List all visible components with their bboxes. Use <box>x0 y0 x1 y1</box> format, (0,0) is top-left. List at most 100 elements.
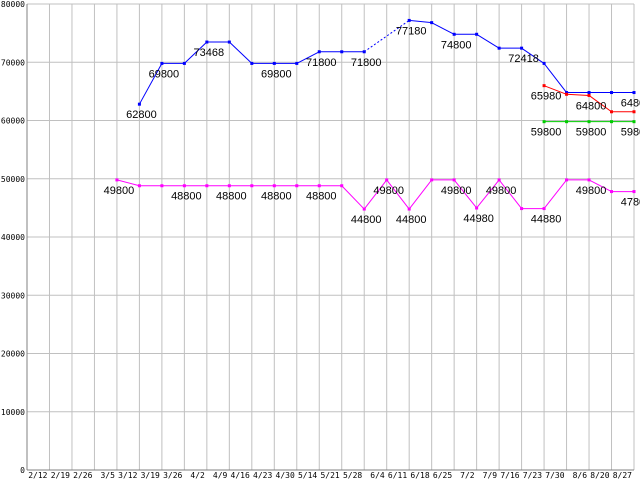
data-label: 44800 <box>351 214 382 226</box>
series-3-point <box>475 206 479 210</box>
series-3-point <box>430 178 434 182</box>
series-0-point <box>407 18 411 22</box>
data-label: 74800 <box>441 39 472 51</box>
series-3-point <box>272 184 276 188</box>
data-label: 69800 <box>149 68 180 80</box>
y-tick-label: 40000 <box>1 233 25 242</box>
series-0-point <box>475 32 479 36</box>
data-labels: 62800 69800 73468 69800 71800 71800 77180 74800… <box>104 25 640 226</box>
series-3-point <box>452 178 456 182</box>
series-3-point <box>250 184 254 188</box>
x-tick-label: 7/9 <box>483 471 498 480</box>
series-3-point <box>497 178 501 182</box>
series-0-segment <box>296 51 320 64</box>
y-tick-label: 10000 <box>1 408 25 417</box>
series-3-point <box>182 184 186 188</box>
series-3-point <box>317 184 321 188</box>
series-1-point <box>565 92 569 96</box>
series-2-point <box>632 120 636 124</box>
series-0-point <box>565 91 569 95</box>
series-3-point <box>340 184 344 188</box>
series-0-segment <box>476 33 500 49</box>
series-0-point <box>182 61 186 65</box>
x-tick-label: 5/14 <box>298 471 317 480</box>
series-0-point <box>430 21 434 25</box>
series-0-point <box>250 61 254 65</box>
x-tick-label: 3/26 <box>163 471 182 480</box>
series-lines <box>115 18 636 211</box>
x-tick-label: 5/28 <box>343 471 362 480</box>
data-label: 44800 <box>396 214 427 226</box>
series-3-segment <box>363 179 388 210</box>
axes <box>26 4 634 471</box>
series-1-point <box>542 84 546 88</box>
x-tick-label: 7/30 <box>545 471 564 480</box>
x-tick-label: 8/20 <box>590 471 609 480</box>
series-3-segment <box>341 185 365 210</box>
series-3-segment <box>408 179 433 210</box>
data-label: 59800 <box>576 127 607 139</box>
x-tick-label: 6/18 <box>410 471 429 480</box>
series-3-point <box>160 184 164 188</box>
series-1-segment <box>588 95 612 113</box>
series-0-segment <box>543 63 567 93</box>
data-label: 44880 <box>531 214 562 226</box>
series-0-point <box>497 46 501 50</box>
series-3-point <box>632 190 636 194</box>
data-label: 59800 <box>621 127 640 139</box>
x-tick-label: 8/27 <box>613 471 632 480</box>
series-0-point <box>227 40 231 44</box>
data-label: 48800 <box>261 191 292 203</box>
data-label: 71800 <box>306 57 337 69</box>
series-0-point <box>272 61 276 65</box>
x-tick-label: 4/9 <box>213 471 228 480</box>
series-0-point <box>295 61 299 65</box>
series-3-point <box>565 178 569 182</box>
data-label: 47800 <box>621 197 640 209</box>
series-2-point <box>542 120 546 124</box>
y-tick-label: 80000 <box>1 0 25 9</box>
x-axis-tick-labels: 2/12 2/19 2/26 3/5 3/12 3/19 3/26 4/2 4/9 4/16 4/2… <box>28 471 632 480</box>
data-label: 65980 <box>531 91 562 103</box>
series-2-point <box>587 120 591 124</box>
data-label: 49800 <box>104 185 135 197</box>
data-label: 72418 <box>508 53 539 65</box>
series-0-point <box>587 91 591 95</box>
series-2-point <box>610 120 614 124</box>
series-1-segment <box>566 93 590 96</box>
series-1-point <box>587 93 591 97</box>
series-0-segment <box>363 20 410 53</box>
series-3-segment <box>498 179 522 209</box>
x-tick-label: 4/30 <box>276 471 295 480</box>
data-label: 44980 <box>463 213 494 225</box>
series-3-point <box>362 207 366 211</box>
data-label: 59800 <box>531 127 562 139</box>
y-tick-label: 0 <box>20 466 25 475</box>
series-0-point <box>160 61 164 65</box>
series-3-segment <box>116 179 140 187</box>
y-tick-label: 30000 <box>1 291 25 300</box>
series-0-point <box>137 102 141 106</box>
y-tick-label: 20000 <box>1 350 25 359</box>
x-tick-label: 3/12 <box>118 471 137 480</box>
data-label: 48800 <box>171 191 202 203</box>
data-label: 64800 <box>621 98 640 110</box>
x-tick-label: 2/26 <box>73 471 92 480</box>
y-tick-label: 60000 <box>1 117 25 126</box>
data-label: 73468 <box>194 47 225 59</box>
series-0-point <box>340 50 344 54</box>
series-0-segment <box>228 41 253 64</box>
data-label: 71800 <box>351 57 382 69</box>
x-tick-label: 4/16 <box>231 471 250 480</box>
series-0-segment <box>431 22 455 35</box>
y-axis-tick-labels: 0 10000 20000 30000 40000 50000 60000 70000 8000… <box>1 0 25 475</box>
series-1-point <box>632 110 636 114</box>
series-3-point <box>610 190 614 194</box>
series-1-segment <box>543 85 567 95</box>
series-3-segment <box>453 179 478 209</box>
x-tick-label: 6/4 <box>370 471 385 480</box>
x-tick-label: 7/2 <box>460 471 475 480</box>
series-3-point <box>542 207 546 211</box>
x-tick-label: 2/19 <box>51 471 70 480</box>
x-tick-label: 6/11 <box>388 471 407 480</box>
